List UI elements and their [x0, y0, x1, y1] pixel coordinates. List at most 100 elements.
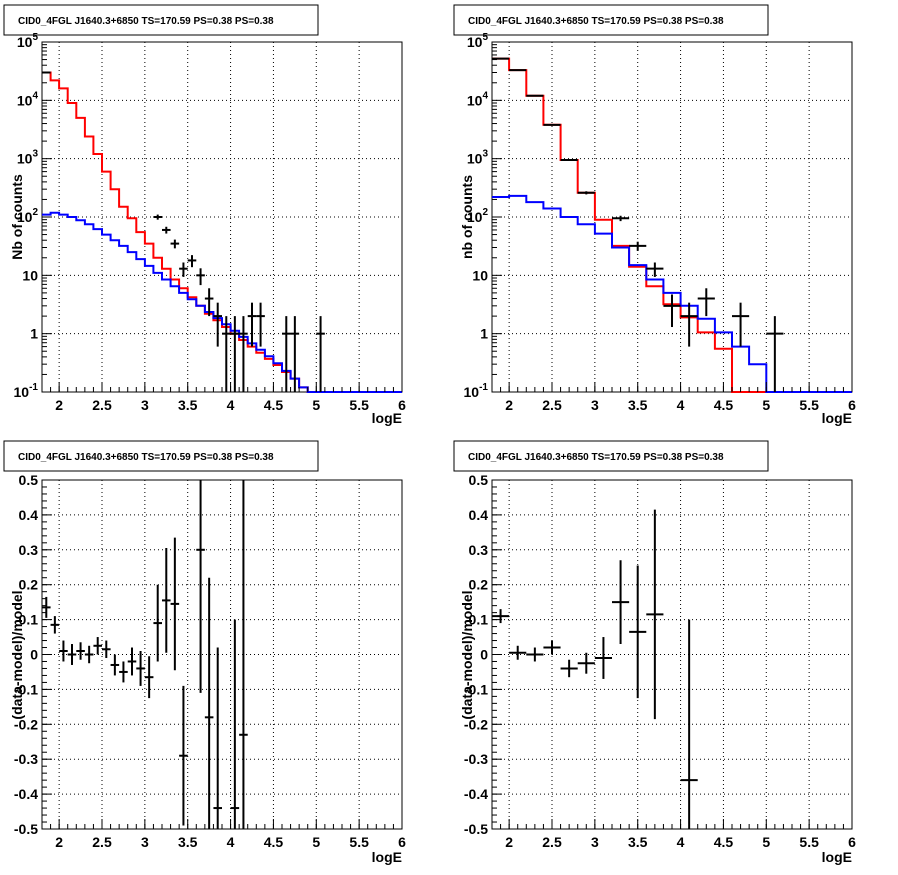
x-tick-label: 6	[848, 397, 856, 413]
y-tick-label: -0.4	[464, 786, 488, 802]
y-tick-label: -0.1	[464, 681, 488, 697]
title-box	[3, 440, 319, 472]
x-axis-label: logE	[372, 849, 402, 865]
title-box	[453, 440, 769, 472]
y-tick-label: -0.5	[464, 821, 488, 837]
x-tick-label: 2.5	[92, 834, 112, 850]
axis-ticks: 2 2.5 3 3.5 4 4.5 5 5.5 6 -0.5 -0.4 -0.3 -0.2 -0.1 0 0.…	[14, 472, 406, 850]
y-tick-label: 103	[17, 149, 39, 167]
x-tick-label: 4	[227, 397, 235, 413]
x-tick-label: 2	[55, 834, 63, 850]
y-tick-label: 10	[472, 267, 488, 283]
x-tick-label: 2	[505, 834, 513, 850]
y-tick-label: -0.2	[14, 716, 38, 732]
y-tick-label: 0.4	[469, 507, 489, 523]
x-tick-label: 3.5	[178, 834, 198, 850]
x-tick-label: 6	[398, 397, 406, 413]
y-tick-label: 1	[30, 326, 38, 342]
x-tick-label: 2.5	[92, 397, 112, 413]
y-tick-label: 0.4	[19, 507, 39, 523]
y-tick-label: -0.4	[14, 786, 38, 802]
panel-title: CID0_4FGL J1640.3+6850 TS=170.59 PS=0.38…	[18, 452, 274, 463]
y-tick-label: 104	[467, 90, 489, 108]
y-tick-label: 10-1	[14, 382, 39, 400]
x-tick-label: 4.5	[714, 397, 734, 413]
y-tick-label: 105	[467, 32, 489, 50]
x-tick-label: 3.5	[628, 834, 648, 850]
x-tick-label: 5	[312, 397, 320, 413]
y-tick-label: 0	[480, 647, 488, 663]
panel-top-left: CID0_4FGL J1640.3+6850 TS=170.59 PS=0.38…	[3, 4, 407, 426]
x-tick-label: 5.5	[799, 397, 819, 413]
histogram-series-2	[492, 194, 852, 393]
y-tick-label: 10-1	[464, 382, 489, 400]
x-tick-label: 2.5	[542, 397, 562, 413]
x-axis-label: logE	[372, 410, 402, 426]
x-axis-label: logE	[822, 849, 852, 865]
panel-title: CID0_4FGL J1640.3+6850 TS=170.59 PS=0.38…	[468, 452, 724, 463]
y-tick-label: -0.1	[14, 681, 38, 697]
x-tick-label: 4.5	[264, 397, 284, 413]
panel-top-right: CID0_4FGL J1640.3+6850 TS=170.59 PS=0.38…	[453, 4, 856, 426]
y-tick-label: 0.2	[469, 577, 489, 593]
x-tick-label: 3.5	[628, 397, 648, 413]
y-tick-label: -0.3	[464, 751, 488, 767]
x-tick-label: 5.5	[799, 834, 819, 850]
panel-bottom-right: CID0_4FGL J1640.3+6850 TS=170.59 PS=0.38…	[453, 440, 856, 865]
x-tick-label: 4	[677, 397, 685, 413]
y-tick-label: 103	[467, 149, 489, 167]
y-axis-label: (data-model)/model	[9, 590, 25, 719]
x-tick-label: 6	[848, 834, 856, 850]
x-tick-label: 5	[312, 834, 320, 850]
x-tick-label: 5	[762, 397, 770, 413]
title-box	[3, 4, 319, 36]
x-tick-label: 4.5	[714, 834, 734, 850]
histogram-series-2	[42, 211, 402, 393]
y-tick-label: 105	[17, 32, 39, 50]
panel-bottom-left: CID0_4FGL J1640.3+6850 TS=170.59 PS=0.38…	[3, 440, 406, 865]
panel-title: CID0_4FGL J1640.3+6850 TS=170.59 PS=0.38…	[468, 16, 724, 27]
y-tick-label: -0.2	[464, 716, 488, 732]
x-tick-label: 3	[591, 397, 599, 413]
y-tick-label: 0.2	[19, 577, 39, 593]
x-tick-label: 2.5	[542, 834, 562, 850]
plot-series	[492, 509, 698, 829]
y-axis-label: nb of counts	[459, 175, 475, 259]
axis-ticks: 2 2.5 3 3.5 4 4.5 5 5.5 6 -0.5 -0.4 -0.3 -0.2 -0.1 0 0.…	[464, 472, 856, 850]
y-tick-label: 10	[22, 267, 38, 283]
y-tick-label: 0.1	[469, 612, 489, 628]
title-box	[453, 4, 769, 36]
x-axis-label: logE	[822, 410, 852, 426]
x-tick-label: 2	[505, 397, 513, 413]
x-tick-label: 3	[141, 397, 149, 413]
x-tick-label: 4	[677, 834, 685, 850]
y-tick-label: -0.5	[14, 821, 38, 837]
plot-series	[492, 57, 852, 393]
x-tick-label: 5	[762, 834, 770, 850]
y-tick-label: 0.3	[469, 542, 489, 558]
y-tick-label: 0.1	[19, 612, 39, 628]
x-tick-label: 4.5	[264, 834, 284, 850]
y-tick-label: 0.5	[469, 472, 489, 488]
y-axis-label: (data-model)/model	[459, 590, 475, 719]
x-tick-label: 4	[227, 834, 235, 850]
y-tick-label: 0	[30, 647, 38, 663]
y-tick-label: 0.5	[19, 472, 39, 488]
plot-series	[42, 71, 402, 393]
y-tick-label: -0.3	[14, 751, 38, 767]
x-tick-label: 2	[55, 397, 63, 413]
plot-series	[42, 480, 248, 829]
y-axis-label: Nb of counts	[9, 174, 25, 260]
x-tick-label: 3.5	[178, 397, 198, 413]
x-tick-label: 5.5	[349, 397, 369, 413]
y-tick-label: 104	[17, 90, 39, 108]
x-tick-label: 5.5	[349, 834, 369, 850]
panel-title: CID0_4FGL J1640.3+6850 TS=170.59 PS=0.38…	[18, 16, 274, 27]
y-tick-label: 1	[480, 326, 488, 342]
x-tick-label: 3	[591, 834, 599, 850]
x-tick-label: 3	[141, 834, 149, 850]
x-tick-label: 6	[398, 834, 406, 850]
y-tick-label: 0.3	[19, 542, 39, 558]
